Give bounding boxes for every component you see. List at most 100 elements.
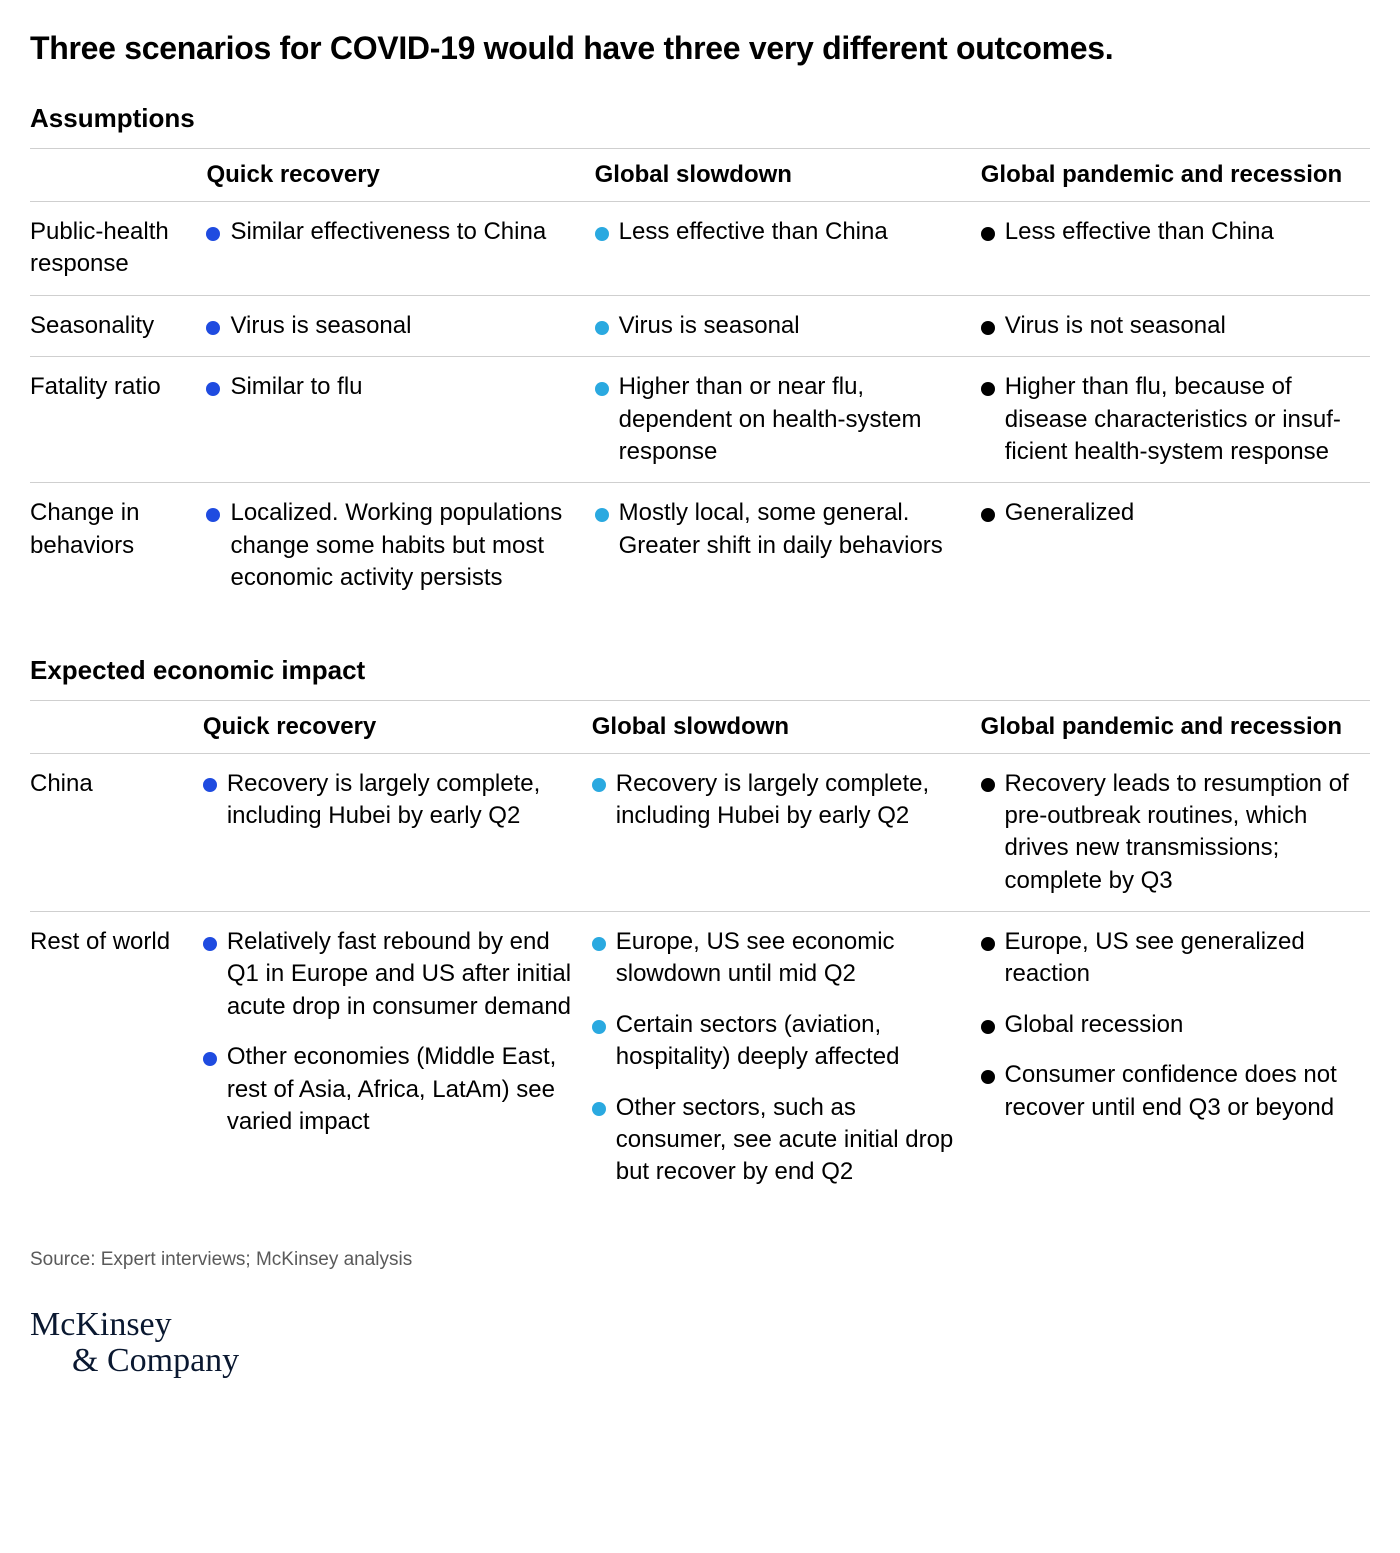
bullet-dot-icon bbox=[981, 937, 995, 951]
list-item: Recovery is largely complete, including … bbox=[592, 768, 971, 833]
bullet-text: Similar to flu bbox=[230, 373, 362, 400]
row-label: Public-health response bbox=[30, 202, 206, 296]
bullet-text: Higher than or near flu, dependent on he… bbox=[619, 373, 922, 465]
list-item: Similar to flu bbox=[206, 371, 584, 403]
bullet-text: Less effective than China bbox=[619, 218, 888, 245]
cell: Virus is not seasonal bbox=[981, 295, 1370, 356]
source-note: Source: Expert interviews; McKinsey anal… bbox=[30, 1249, 1370, 1271]
bullet-text: Recovery leads to resumption of pre-outb… bbox=[1005, 770, 1349, 894]
logo-line-2: & Company bbox=[30, 1343, 1370, 1379]
bullet-dot-icon bbox=[595, 227, 609, 241]
list-item: Other economies (Middle East, rest of As… bbox=[203, 1041, 582, 1138]
bullet-text: Other economies (Middle East, rest of As… bbox=[227, 1043, 556, 1135]
bullet-dot-icon bbox=[981, 382, 995, 396]
bullet-dot-icon bbox=[206, 382, 220, 396]
list-item: Consumer confidence does not recover unt… bbox=[981, 1059, 1360, 1124]
row-label: Seasonality bbox=[30, 295, 206, 356]
column-header: Quick recovery bbox=[203, 700, 592, 753]
list-item: Virus is seasonal bbox=[595, 310, 971, 342]
cell: Similar effectiveness to China bbox=[206, 202, 594, 296]
cell: Virus is seasonal bbox=[595, 295, 981, 356]
bullet-dot-icon bbox=[981, 321, 995, 335]
list-item: Mostly local, some general. Greater shif… bbox=[595, 497, 971, 562]
list-item: Generalized bbox=[981, 497, 1360, 529]
bullet-dot-icon bbox=[595, 508, 609, 522]
cell: Higher than or near flu, dependent on he… bbox=[595, 357, 981, 483]
bullet-list: Similar effectiveness to China bbox=[206, 216, 584, 248]
bullet-text: Localized. Working populations change so… bbox=[230, 499, 562, 591]
cell: Recovery is largely complete, including … bbox=[203, 753, 592, 912]
cell: Europe, US see generalized reaction Globa… bbox=[981, 912, 1370, 1203]
bullet-dot-icon bbox=[981, 778, 995, 792]
bullet-dot-icon bbox=[981, 1020, 995, 1034]
bullet-text: Europe, US see generalized reaction bbox=[1005, 928, 1305, 987]
bullet-dot-icon bbox=[206, 321, 220, 335]
row-label: Change in behaviors bbox=[30, 483, 206, 609]
bullet-dot-icon bbox=[981, 1070, 995, 1084]
list-item: Less effective than China bbox=[595, 216, 971, 248]
list-item: Global recession bbox=[981, 1009, 1360, 1041]
row-label: Rest of world bbox=[30, 912, 203, 1203]
bullet-dot-icon bbox=[592, 937, 606, 951]
bullet-text: Less effective than China bbox=[1005, 218, 1274, 245]
bullet-text: Other sectors, such as consumer, see acu… bbox=[616, 1094, 954, 1186]
table-row: Public-health responseSimilar effectiven… bbox=[30, 202, 1370, 296]
list-item: Localized. Working populations change so… bbox=[206, 497, 584, 594]
bullet-list: Recovery leads to resumption of pre-outb… bbox=[981, 768, 1360, 898]
row-label: China bbox=[30, 753, 203, 912]
bullet-list: Higher than flu, because of disease char… bbox=[981, 371, 1360, 468]
cell: Mostly local, some general. Greater shif… bbox=[595, 483, 981, 609]
bullet-text: Global recession bbox=[1005, 1011, 1184, 1038]
cell: Localized. Working populations change so… bbox=[206, 483, 594, 609]
bullet-dot-icon bbox=[595, 321, 609, 335]
bullet-dot-icon bbox=[595, 382, 609, 396]
header-blank bbox=[30, 149, 206, 202]
table-row: Fatality ratio Similar to flu Higher than … bbox=[30, 357, 1370, 483]
bullet-dot-icon bbox=[981, 227, 995, 241]
column-header: Global pandemic and recession bbox=[981, 700, 1370, 753]
bullet-dot-icon bbox=[592, 1020, 606, 1034]
cell: Recovery is largely complete, including … bbox=[592, 753, 981, 912]
list-item: Recovery is largely complete, including … bbox=[203, 768, 582, 833]
list-item: Recovery leads to resumption of pre-outb… bbox=[981, 768, 1360, 898]
bullet-list: Localized. Working populations change so… bbox=[206, 497, 584, 594]
cell: Europe, US see economic slowdown until m… bbox=[592, 912, 981, 1203]
cell: Less effective than China bbox=[981, 202, 1370, 296]
logo-line-1: McKinsey bbox=[30, 1306, 172, 1343]
bullet-list: Europe, US see generalized reaction Globa… bbox=[981, 926, 1360, 1124]
bullet-text: Virus is not seasonal bbox=[1005, 312, 1226, 339]
bullet-dot-icon bbox=[203, 1052, 217, 1066]
list-item: Virus is not seasonal bbox=[981, 310, 1360, 342]
table-row: Rest of world Relatively fast rebound by … bbox=[30, 912, 1370, 1203]
bullet-text: Relatively fast rebound by end Q1 in Eur… bbox=[227, 928, 571, 1020]
section-heading: Assumptions bbox=[30, 103, 1370, 134]
bullet-text: Europe, US see economic slowdown until m… bbox=[616, 928, 895, 987]
list-item: Less effective than China bbox=[981, 216, 1360, 248]
bullet-list: Virus is seasonal bbox=[206, 310, 584, 342]
list-item: Other sectors, such as consumer, see acu… bbox=[592, 1092, 971, 1189]
bullet-list: Recovery is largely complete, including … bbox=[203, 768, 582, 833]
bullet-dot-icon bbox=[592, 1102, 606, 1116]
list-item: Higher than or near flu, dependent on he… bbox=[595, 371, 971, 468]
bullet-dot-icon bbox=[206, 227, 220, 241]
list-item: Virus is seasonal bbox=[206, 310, 584, 342]
cell: Less effective than China bbox=[595, 202, 981, 296]
bullet-dot-icon bbox=[203, 778, 217, 792]
list-item: Similar effectiveness to China bbox=[206, 216, 584, 248]
bullet-list: Less effective than China bbox=[981, 216, 1360, 248]
bullet-list: Higher than or near flu, dependent on he… bbox=[595, 371, 971, 468]
column-header: Quick recovery bbox=[206, 149, 594, 202]
cell: Recovery leads to resumption of pre-outb… bbox=[981, 753, 1370, 912]
bullet-list: Mostly local, some general. Greater shif… bbox=[595, 497, 971, 562]
bullet-dot-icon bbox=[206, 508, 220, 522]
bullet-list: Similar to flu bbox=[206, 371, 584, 403]
row-label: Fatality ratio bbox=[30, 357, 206, 483]
bullet-text: Recovery is largely complete, including … bbox=[227, 770, 540, 829]
cell: Relatively fast rebound by end Q1 in Eur… bbox=[203, 912, 592, 1203]
bullet-text: Higher than flu, because of disease char… bbox=[1005, 373, 1341, 465]
bullet-text: Consumer confidence does not recover unt… bbox=[1005, 1061, 1337, 1120]
cell: Generalized bbox=[981, 483, 1370, 609]
list-item: Relatively fast rebound by end Q1 in Eur… bbox=[203, 926, 582, 1023]
list-item: Europe, US see generalized reaction bbox=[981, 926, 1360, 991]
scenario-table: Quick recoveryGlobal slowdownGlobal pand… bbox=[30, 148, 1370, 609]
